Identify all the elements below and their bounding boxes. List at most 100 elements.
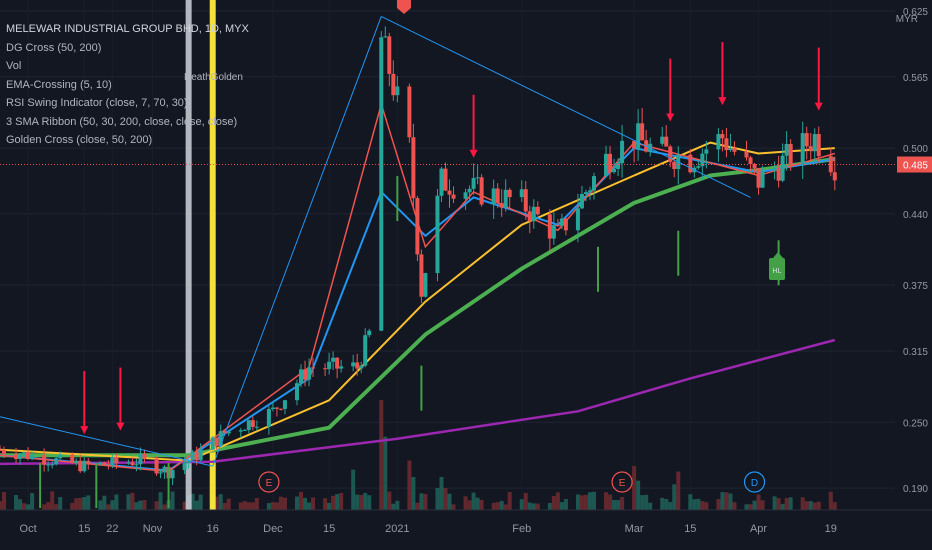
volume-bar: [724, 492, 729, 510]
volume-bar: [479, 499, 484, 510]
y-tick-label: 0.190: [903, 484, 928, 495]
volume-bar: [138, 500, 143, 510]
volume-bar: [383, 436, 388, 510]
candle-body: [780, 155, 785, 181]
volume-bar: [752, 500, 757, 510]
last-price-tag: [897, 156, 932, 173]
candle-body: [2, 449, 7, 455]
candle-body: [688, 154, 693, 173]
candle-body: [447, 190, 452, 195]
volume-bar: [612, 499, 617, 510]
hl-label: HL: [773, 268, 782, 275]
trendline: [212, 16, 382, 467]
volume-bar: [98, 500, 103, 510]
y-tick-label: 0.625: [903, 7, 928, 18]
volume-bar: [636, 480, 641, 510]
legend-item[interactable]: Golden Cross (close, 50, 200): [6, 134, 153, 146]
candle-body: [359, 365, 364, 369]
candle-body: [54, 458, 59, 465]
volume-bar: [2, 491, 7, 510]
volume-bar: [507, 492, 512, 510]
x-tick-label: 15: [323, 523, 335, 535]
candle-body: [716, 134, 721, 150]
volume-bar: [531, 503, 536, 510]
candle-body: [138, 454, 143, 465]
trendlines[interactable]: [0, 16, 751, 467]
volume-bar: [114, 494, 119, 510]
volume-bar: [419, 493, 424, 510]
volume-bar: [311, 497, 316, 510]
candle-body: [363, 335, 368, 366]
candle-body: [383, 36, 388, 38]
candle-body: [82, 460, 87, 472]
volume-bar: [18, 499, 23, 510]
down-arrow-head: [116, 422, 125, 431]
candle-body: [800, 133, 805, 165]
legend-item[interactable]: DG Cross (50, 200): [6, 41, 102, 54]
candle-body: [439, 168, 444, 196]
candle-body: [463, 192, 468, 199]
volume-bar: [535, 503, 540, 510]
volume-bar: [523, 492, 528, 510]
candle-body: [0, 449, 2, 451]
candle-body: [411, 137, 416, 199]
volume-bar: [451, 504, 456, 510]
down-arrow-head: [718, 97, 727, 106]
candle-body: [158, 472, 163, 474]
volume-bar: [828, 491, 833, 510]
time-axis[interactable]: Oct 15 22 Nov 16 Dec 15 2021 Feb Mar 15 Apr 19: [0, 509, 932, 535]
golden-cross-line: [209, 0, 216, 510]
price-axis[interactable]: 0.190 0.250 0.315 0.375 0.440 0.500 0.565 0.625…: [0, 7, 932, 495]
volume-bar: [46, 502, 51, 510]
candle-body: [760, 170, 765, 188]
candle-body: [443, 168, 448, 191]
last-price-label: 0.485: [903, 161, 928, 172]
symbol-title[interactable]: MELEWAR INDUSTRIAL GROUP BHD, 1D, MYX: [6, 23, 249, 35]
candle-body: [130, 462, 135, 466]
candle-body: [106, 464, 111, 466]
x-tick-label: Dec: [263, 523, 283, 535]
candle-body: [114, 457, 119, 464]
legend-item[interactable]: RSI Swing Indicator (close, 7, 70, 30): [6, 97, 188, 109]
candle-body: [531, 206, 536, 222]
volume-bar: [194, 500, 199, 510]
volume-bar: [575, 494, 580, 510]
y-tick-label: 0.565: [903, 73, 928, 84]
volume-bar: [744, 504, 749, 510]
volume-bar: [555, 492, 560, 510]
volume-bar: [363, 492, 368, 510]
candle-body: [387, 36, 392, 74]
volume-bar: [716, 499, 721, 510]
candle-body: [210, 437, 215, 450]
volume-bar: [355, 494, 360, 510]
volume-bar: [250, 502, 255, 510]
candle-body: [660, 136, 665, 144]
candle-body: [720, 134, 725, 139]
candle-body: [551, 225, 556, 239]
candle-body: [335, 357, 340, 369]
candle-body: [668, 146, 673, 162]
candle-body: [728, 148, 733, 151]
event-label: E: [619, 478, 626, 489]
volume-bar: [467, 500, 472, 510]
volume-bar: [648, 502, 653, 510]
candle-body: [451, 194, 456, 199]
candle-body: [102, 462, 107, 465]
candle-body: [495, 188, 500, 204]
legend-item[interactable]: Vol: [6, 60, 22, 72]
volume-bar: [42, 504, 47, 510]
candle-body: [636, 123, 641, 149]
legend-item[interactable]: EMA-Crossing (5, 10): [6, 78, 112, 91]
legend-item[interactable]: 3 SMA Ribbon (50, 30, 200, close, close,…: [6, 115, 238, 128]
x-tick-label: Nov: [143, 523, 163, 535]
volume-bar: [756, 494, 761, 510]
sma30-line: [0, 141, 835, 462]
volume-bar: [282, 497, 287, 510]
candle-body: [744, 151, 749, 158]
trendline: [0, 416, 213, 467]
x-tick-label: 15: [78, 523, 90, 535]
candle-body: [395, 86, 400, 96]
volume-bar: [688, 494, 693, 510]
